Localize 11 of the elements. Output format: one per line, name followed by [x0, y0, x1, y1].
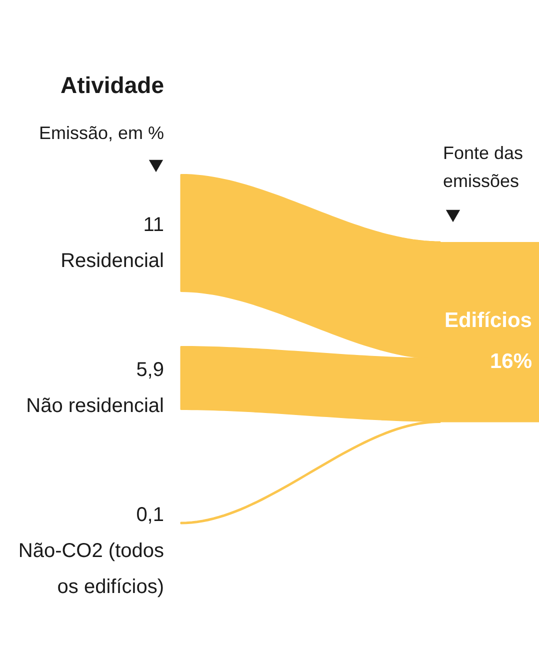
- data-label: 11: [143, 214, 164, 236]
- text: Emissão, em %: [38, 123, 164, 143]
- category-label: Não-CO2 (todos os edifícios): [18, 540, 164, 598]
- source-note: Fonte das emissões: [443, 143, 524, 191]
- text: Edifícios: [444, 309, 532, 332]
- data-label: 5,9: [136, 359, 164, 381]
- category-label: Não residencial: [26, 395, 164, 417]
- data-label: 0,1: [136, 504, 164, 526]
- text: Atividade: [60, 72, 164, 98]
- text: 16%: [490, 350, 532, 373]
- category-label: Residencial: [60, 250, 164, 272]
